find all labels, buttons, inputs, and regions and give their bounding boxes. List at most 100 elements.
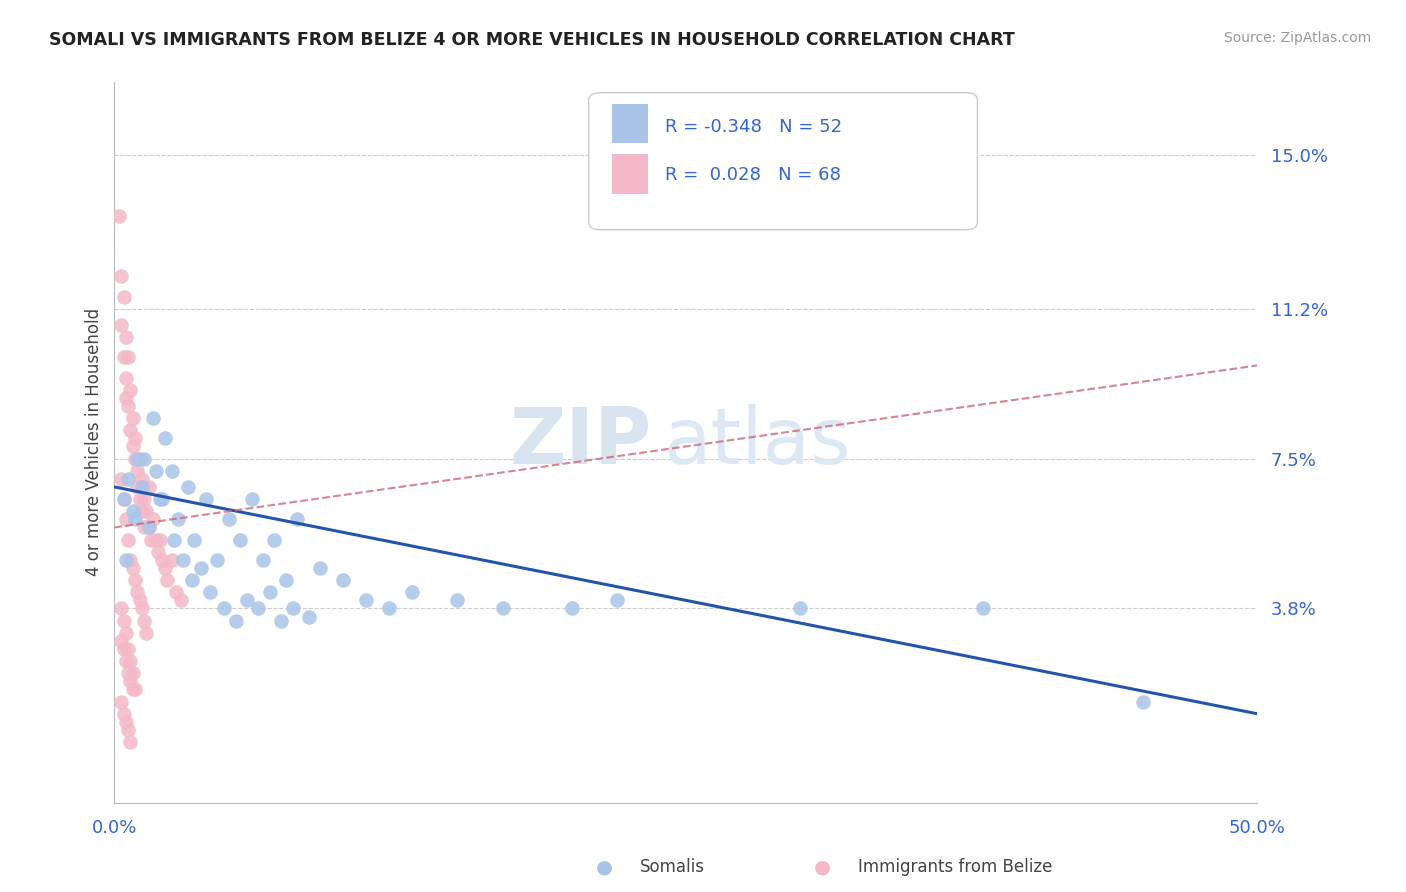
Point	[115, 654, 138, 668]
Point	[110, 269, 132, 284]
Point	[117, 666, 139, 681]
Point	[117, 642, 139, 657]
Point	[121, 561, 143, 575]
Text: R =  0.028   N = 68: R = 0.028 N = 68	[665, 166, 841, 185]
Point	[446, 593, 468, 607]
Point	[127, 480, 149, 494]
Point	[117, 351, 139, 365]
Point	[183, 533, 205, 547]
Point	[121, 682, 143, 697]
Point	[160, 464, 183, 478]
Point	[121, 666, 143, 681]
Point	[190, 561, 212, 575]
Point	[112, 492, 135, 507]
Text: atlas: atlas	[664, 404, 851, 481]
Point	[285, 512, 308, 526]
Point	[115, 391, 138, 405]
Point	[110, 695, 132, 709]
Point	[134, 451, 156, 466]
Point	[110, 601, 132, 615]
Point	[112, 351, 135, 365]
Point	[117, 533, 139, 547]
Point	[112, 614, 135, 628]
Point	[112, 642, 135, 657]
Point	[354, 593, 377, 607]
Point	[112, 492, 135, 507]
Point	[207, 553, 229, 567]
Point	[149, 492, 172, 507]
Point	[149, 533, 172, 547]
Point	[138, 480, 160, 494]
Bar	[612, 103, 648, 144]
Point	[112, 706, 135, 721]
Point	[229, 533, 252, 547]
Point	[121, 504, 143, 518]
Point	[165, 585, 187, 599]
Point	[108, 209, 131, 223]
Point	[120, 383, 142, 397]
Point	[115, 370, 138, 384]
Point	[120, 674, 142, 689]
Point	[259, 585, 281, 599]
Text: SOMALI VS IMMIGRANTS FROM BELIZE 4 OR MORE VEHICLES IN HOUSEHOLD CORRELATION CHA: SOMALI VS IMMIGRANTS FROM BELIZE 4 OR MO…	[49, 31, 1015, 49]
Point	[181, 573, 204, 587]
Point	[200, 585, 222, 599]
Point	[110, 318, 132, 332]
Point	[252, 553, 274, 567]
FancyBboxPatch shape	[589, 93, 977, 230]
Point	[128, 593, 150, 607]
Point	[117, 472, 139, 486]
Point	[128, 492, 150, 507]
Point	[131, 480, 153, 494]
Point	[135, 625, 157, 640]
Point	[134, 614, 156, 628]
Point	[110, 633, 132, 648]
Point	[131, 504, 153, 518]
Point	[176, 480, 198, 494]
Point	[194, 492, 217, 507]
Point	[274, 573, 297, 587]
Point	[160, 553, 183, 567]
Point	[263, 533, 285, 547]
Point	[110, 472, 132, 486]
Point	[124, 573, 146, 587]
Point	[127, 464, 149, 478]
Point	[124, 431, 146, 445]
Text: Source: ZipAtlas.com: Source: ZipAtlas.com	[1223, 31, 1371, 45]
Point	[247, 601, 270, 615]
Point	[236, 593, 259, 607]
Point	[789, 601, 811, 615]
Point	[131, 601, 153, 615]
Point	[115, 714, 138, 729]
Point	[115, 625, 138, 640]
Point	[142, 512, 165, 526]
Point	[120, 654, 142, 668]
Point	[115, 553, 138, 567]
Text: ZIP: ZIP	[509, 404, 651, 481]
Point	[127, 451, 149, 466]
Point	[332, 573, 354, 587]
Point	[152, 553, 174, 567]
Text: ●: ●	[814, 857, 831, 877]
Bar	[612, 154, 648, 194]
Point	[124, 682, 146, 697]
Point	[131, 472, 153, 486]
Point	[139, 533, 162, 547]
Point	[492, 601, 515, 615]
Point	[134, 520, 156, 534]
Point	[281, 601, 304, 615]
Point	[127, 585, 149, 599]
Point	[121, 439, 143, 453]
Point	[117, 723, 139, 737]
Point	[167, 512, 190, 526]
Point	[138, 520, 160, 534]
Point	[152, 492, 174, 507]
Point	[128, 451, 150, 466]
Point	[115, 330, 138, 344]
Point	[145, 464, 167, 478]
Point	[112, 289, 135, 303]
Point	[240, 492, 263, 507]
Point	[153, 561, 176, 575]
Point	[225, 614, 247, 628]
Point	[115, 512, 138, 526]
